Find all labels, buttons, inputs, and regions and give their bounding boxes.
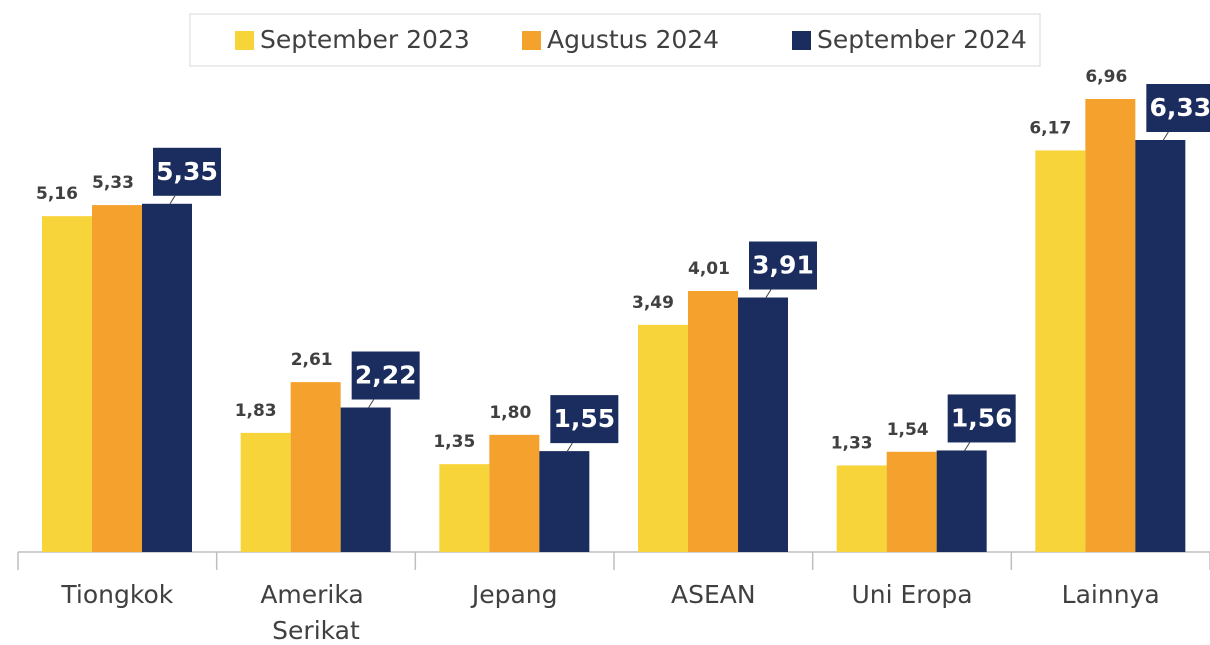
- legend-box: [189, 13, 1041, 67]
- legend-label: September 2023: [260, 25, 470, 54]
- x-tick-label: ASEAN: [671, 580, 756, 609]
- bar: [539, 451, 590, 552]
- bar: [240, 432, 291, 552]
- legend-label: Agustus 2024: [547, 25, 719, 54]
- x-tick-label: Tiongkok: [60, 580, 173, 609]
- data-label: 1,83: [235, 401, 277, 421]
- data-label-box: [947, 394, 1016, 443]
- data-label: 1,80: [489, 403, 531, 423]
- data-label: 1,33: [831, 433, 873, 453]
- data-label: 4,01: [688, 259, 730, 279]
- bar: [638, 324, 688, 552]
- data-label: 1,54: [887, 420, 929, 440]
- bar: [1135, 140, 1186, 552]
- data-label: 1,55: [553, 404, 615, 433]
- bar: [42, 216, 92, 553]
- data-label: 6,33: [1149, 93, 1210, 122]
- legend-swatch: [522, 31, 541, 50]
- legend-label: September 2024: [817, 25, 1027, 54]
- legend-swatch: [235, 31, 254, 50]
- data-label: 1,56: [951, 403, 1013, 432]
- bar: [886, 451, 937, 552]
- bar: [92, 205, 142, 552]
- x-tick-label: Lainnya: [1062, 580, 1160, 609]
- x-tick-label: Jepang: [470, 580, 558, 609]
- leader-line: [964, 442, 971, 451]
- bar: [738, 297, 788, 552]
- data-label: 5,16: [36, 184, 78, 204]
- leader-line: [368, 399, 375, 408]
- data-label: 6,17: [1029, 118, 1071, 138]
- data-label: 3,91: [752, 251, 814, 280]
- data-label-box: [351, 351, 420, 400]
- data-label: 2,61: [291, 350, 333, 370]
- bar: [142, 203, 192, 552]
- bar: [489, 434, 540, 552]
- bar: [1035, 150, 1086, 553]
- leader-line: [169, 195, 176, 205]
- legend-swatch: [792, 31, 811, 50]
- data-label: 1,35: [433, 432, 475, 452]
- bar: [1085, 99, 1136, 552]
- data-label: 5,35: [156, 157, 218, 186]
- data-label-box: [749, 241, 817, 290]
- x-tick-label: Uni Eropa: [851, 580, 972, 609]
- bar: [688, 291, 738, 552]
- data-label: 2,22: [355, 361, 417, 390]
- bar: [936, 450, 987, 552]
- data-label: 6,96: [1085, 67, 1127, 87]
- data-label-box: [550, 395, 619, 444]
- x-tick-label: Amerika Serikat: [260, 580, 371, 645]
- leader-line: [566, 442, 573, 452]
- data-label-box: [153, 147, 221, 196]
- leader-line: [765, 289, 772, 298]
- data-label: 5,33: [92, 173, 134, 193]
- bar: [439, 464, 490, 552]
- bar: [340, 407, 391, 552]
- bar: [290, 382, 341, 552]
- data-label: 3,49: [632, 293, 674, 313]
- data-label-box: [1146, 84, 1210, 133]
- bar: [836, 465, 887, 552]
- leader-line: [1162, 131, 1169, 141]
